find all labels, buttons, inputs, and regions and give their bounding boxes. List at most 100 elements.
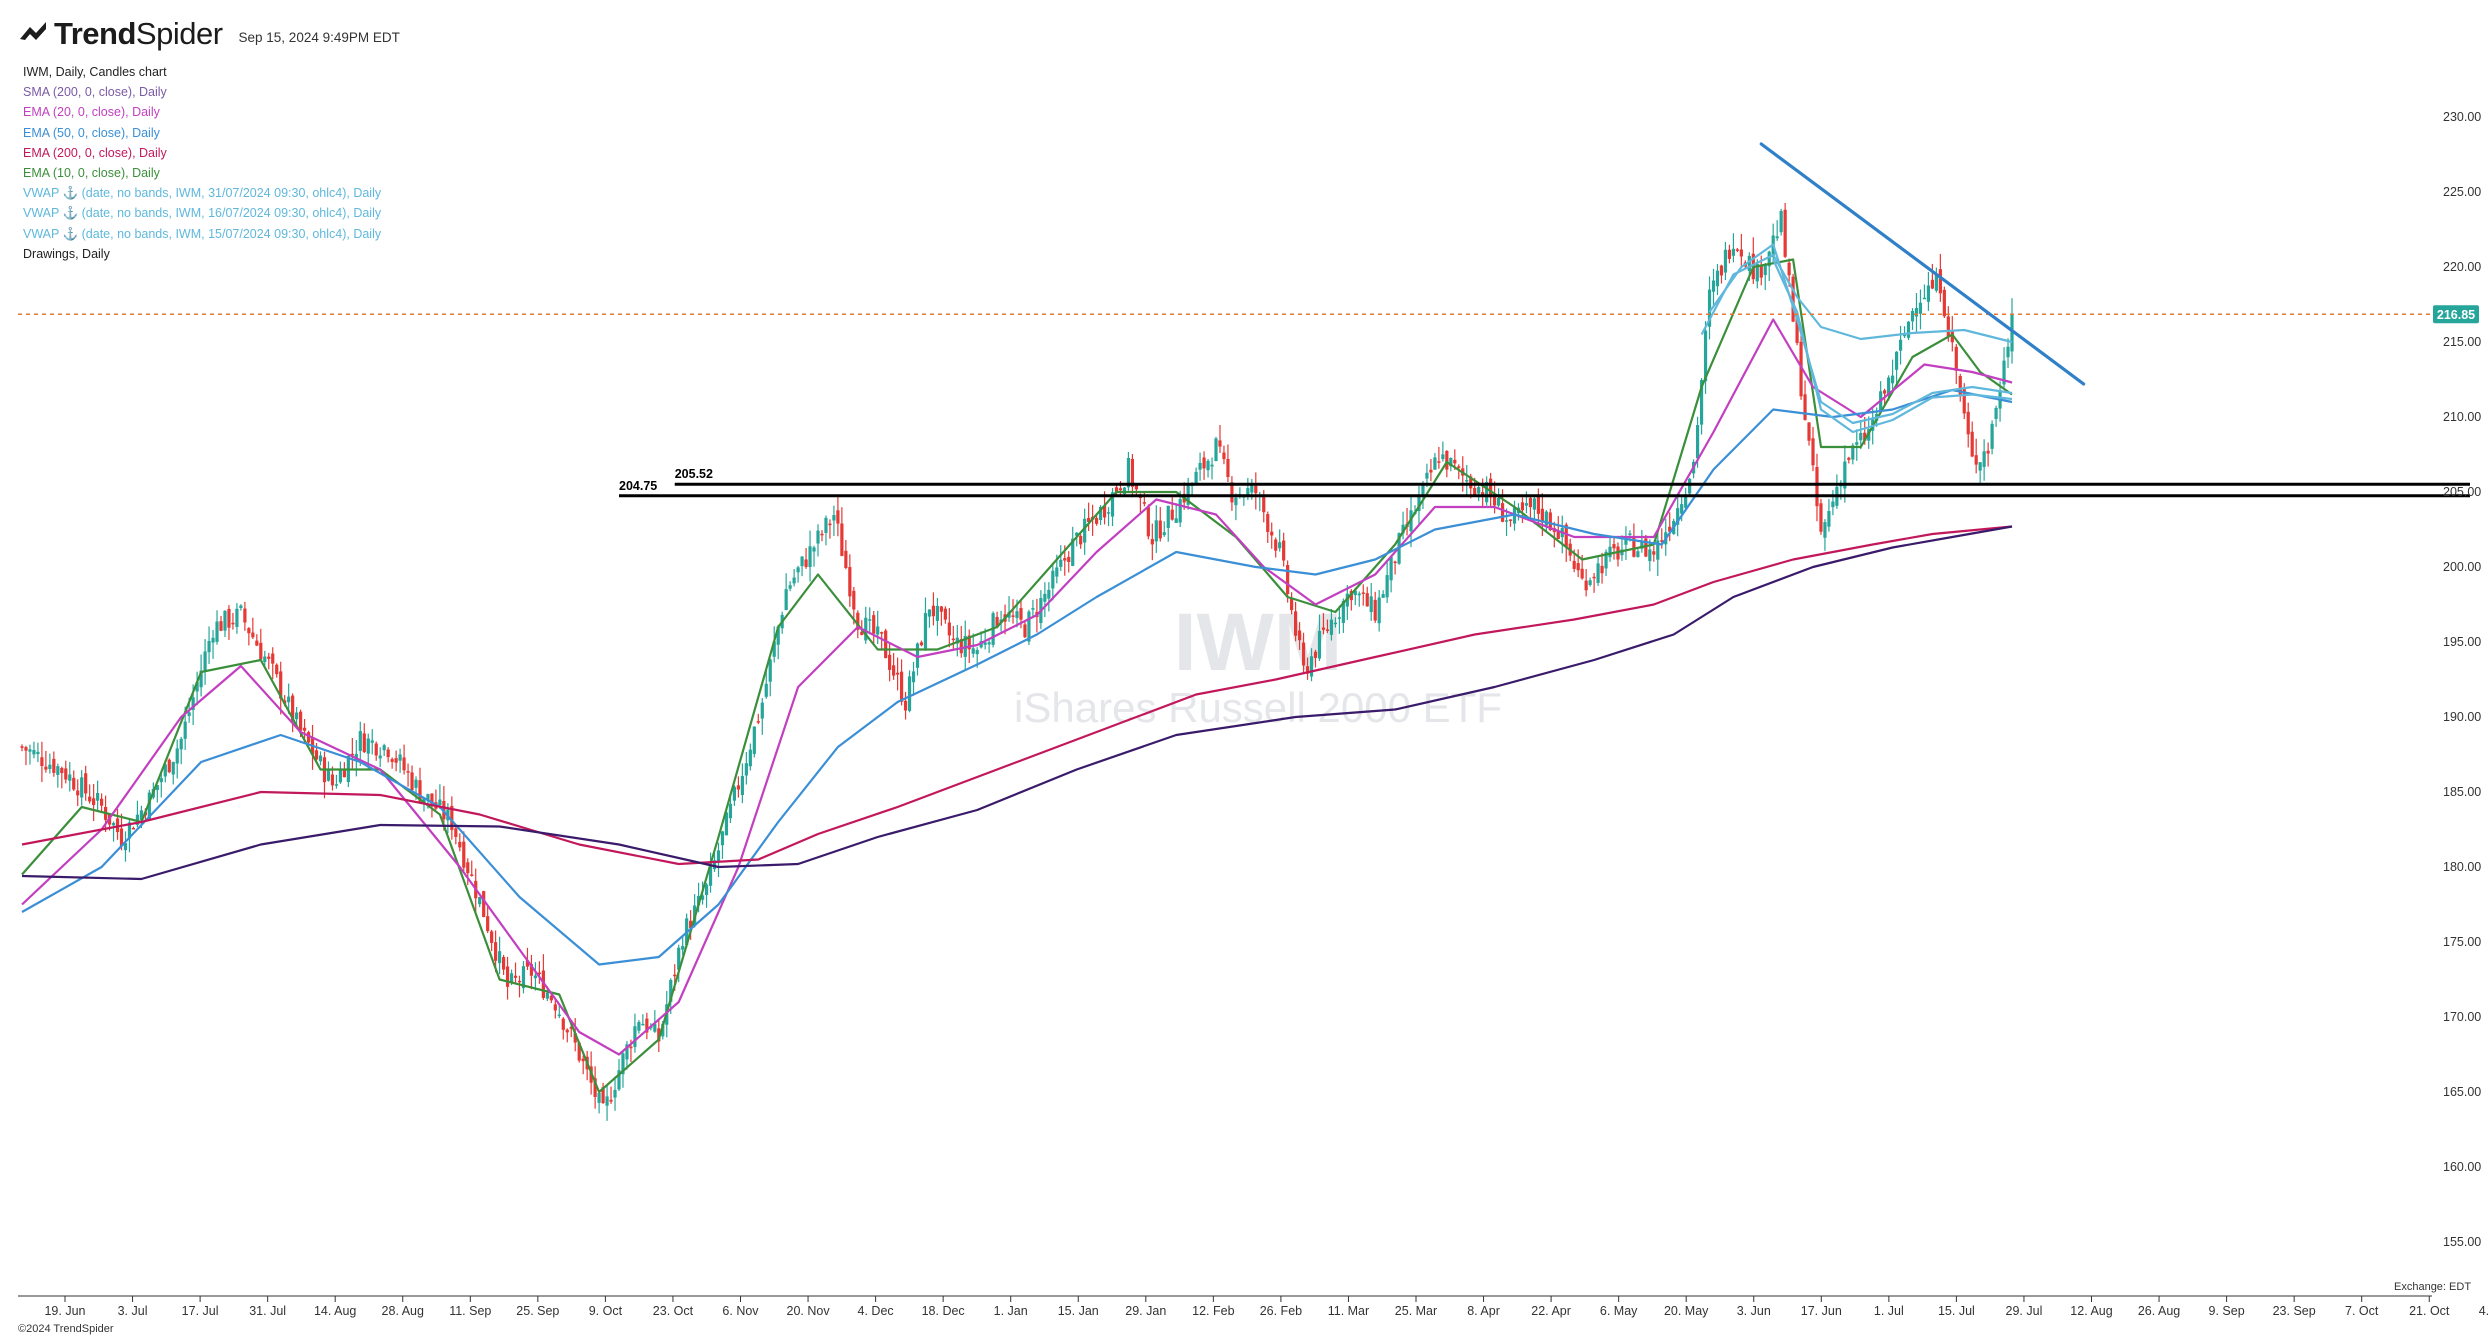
candle-body	[844, 550, 848, 568]
candle-body	[577, 1042, 581, 1061]
candle-body	[1389, 556, 1393, 581]
y-tick-label: 185.00	[2443, 785, 2481, 799]
candle-body	[1783, 209, 1787, 257]
candle-body	[1325, 629, 1330, 631]
candle-body	[1369, 596, 1373, 613]
candle-body	[1755, 263, 1759, 282]
candle-body	[287, 696, 291, 703]
legend-item[interactable]: EMA (50, 0, close), Daily	[23, 125, 160, 140]
candle-body	[641, 1023, 645, 1026]
candle-body	[545, 992, 549, 999]
watermark-name: iShares Russell 2000 ETF	[1014, 684, 1502, 731]
candle-body	[430, 793, 434, 805]
candle-body	[1811, 438, 1815, 466]
candle-body	[565, 1029, 569, 1033]
candle-body	[239, 605, 243, 608]
x-tick-label: 20. May	[1664, 1304, 1709, 1318]
y-tick-label: 165.00	[2443, 1085, 2481, 1099]
candle-body	[832, 515, 836, 521]
legend-item[interactable]: VWAP ⚓ (date, no bands, IWM, 31/07/2024 …	[23, 186, 382, 201]
candle-body	[629, 1046, 633, 1049]
candle-body	[1246, 488, 1250, 496]
candle-body	[1270, 531, 1274, 536]
candle-body	[80, 777, 84, 798]
candle-body	[1588, 580, 1592, 585]
vwap-line	[1708, 243, 2013, 425]
legend-item[interactable]: EMA (10, 0, close), Daily	[23, 166, 160, 181]
candle-body	[438, 799, 442, 806]
x-tick-label: 11. Mar	[1328, 1304, 1369, 1318]
candle-body	[792, 577, 796, 584]
candle-body	[1341, 600, 1345, 623]
candle-body	[426, 794, 430, 801]
ema-line	[21, 258, 2013, 1094]
candle-body	[1843, 461, 1847, 489]
x-tick-label: 26. Aug	[2138, 1304, 2180, 1318]
candle-body	[1894, 351, 1899, 370]
candle-body	[1608, 546, 1612, 558]
candle-body	[1083, 518, 1087, 543]
candle-body	[1656, 540, 1660, 560]
drawings-layer[interactable]: 216.85 205.52 204.75	[18, 142, 2479, 498]
candle-body	[1154, 520, 1158, 542]
candle-body	[1851, 445, 1855, 460]
candle-body	[669, 979, 673, 1002]
candle-body	[784, 589, 788, 611]
candle-body	[88, 796, 92, 802]
candle-body	[378, 755, 382, 759]
candle-body	[1891, 375, 1895, 384]
legend-item[interactable]: VWAP ⚓ (date, no bands, IWM, 16/07/2024 …	[23, 206, 382, 221]
candle-body	[1767, 251, 1771, 267]
candle-body	[724, 812, 729, 836]
candle-body	[179, 738, 183, 750]
candle-body	[1942, 289, 1946, 317]
candle-body	[876, 626, 880, 635]
candle-body	[1930, 279, 1934, 289]
legend-item[interactable]: SMA (200, 0, close), Daily	[23, 85, 167, 100]
candle-body	[1596, 563, 1600, 583]
candle-body	[1536, 495, 1540, 514]
candle-body	[330, 774, 335, 786]
header: TrendSpider Sep 15, 2024 9:49PM EDT	[18, 14, 400, 54]
candle-body	[1883, 390, 1887, 394]
x-tick-label: 29. Jul	[2006, 1304, 2043, 1318]
candle-body	[1150, 539, 1154, 545]
candle-body	[2002, 360, 2006, 385]
candle-body	[1779, 210, 1783, 233]
candle-body	[1759, 264, 1763, 278]
candle-body	[215, 621, 219, 642]
candle-body	[299, 711, 303, 731]
candle-body	[1317, 630, 1322, 659]
candle-body	[1485, 481, 1489, 503]
candle-body	[828, 523, 832, 526]
candle-body	[1465, 480, 1469, 482]
candle-body	[486, 916, 490, 932]
legend-item[interactable]: VWAP ⚓ (date, no bands, IWM, 15/07/2024 …	[23, 226, 382, 241]
candle-body	[1278, 542, 1282, 549]
candle-body	[1210, 464, 1214, 467]
x-tick-label: 19. Jun	[44, 1304, 85, 1318]
candle-body	[1051, 570, 1055, 589]
brand-bold: Trend	[54, 16, 136, 51]
candle-body	[609, 1099, 613, 1102]
y-tick-label: 175.00	[2443, 935, 2481, 949]
candle-body	[931, 605, 936, 617]
candle-body	[1489, 478, 1493, 498]
candle-body	[127, 822, 132, 839]
x-tick-label: 25. Sep	[516, 1304, 559, 1318]
candle-body	[1313, 651, 1318, 658]
legend-item[interactable]: EMA (200, 0, close), Daily	[23, 145, 167, 160]
candle-body	[840, 523, 844, 556]
x-tick-label: 4. Dec	[858, 1304, 894, 1318]
candle-body	[1262, 496, 1266, 513]
candle-body	[1723, 249, 1728, 273]
legend-item[interactable]: Drawings, Daily	[23, 246, 110, 261]
last-price-value: 216.85	[2437, 308, 2475, 322]
candle-body	[899, 671, 904, 702]
candle-body	[187, 712, 191, 716]
candle-body	[1624, 536, 1628, 545]
y-tick-label: 155.00	[2443, 1235, 2481, 1249]
legend-item[interactable]: EMA (20, 0, close), Daily	[23, 105, 160, 120]
candle-body	[553, 1004, 557, 1011]
